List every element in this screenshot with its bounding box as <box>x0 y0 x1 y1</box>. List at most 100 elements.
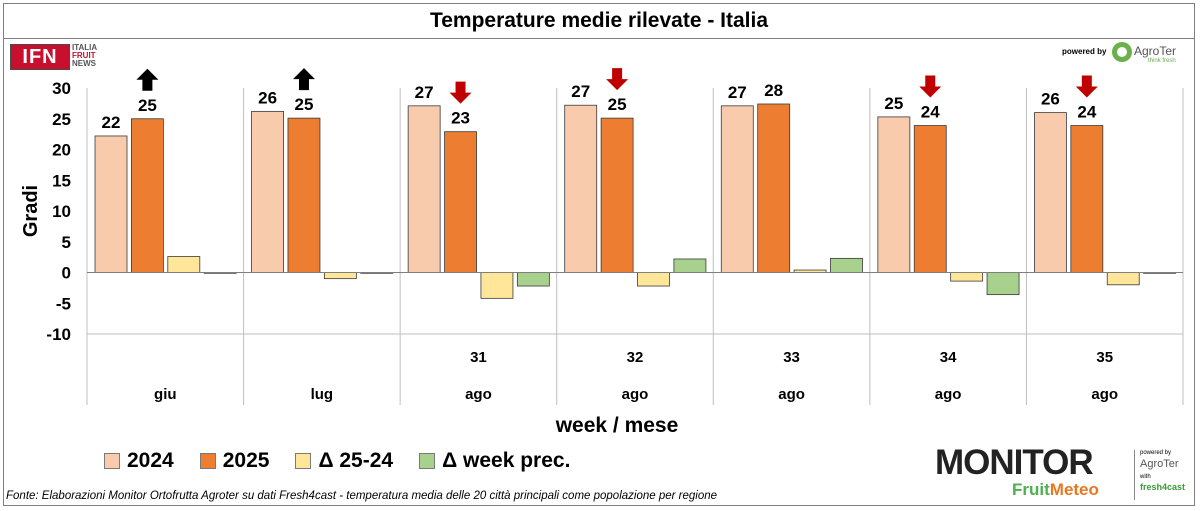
arrow-down-icon <box>606 68 629 91</box>
x-tick-month: ago <box>1091 386 1118 403</box>
bar-2024 <box>251 110 284 273</box>
monitor-wordmark: MONITOR <box>935 443 1094 482</box>
chart-title-box: Temperature medie rilevate - Italia <box>3 3 1195 39</box>
data-label: 24 <box>1077 103 1096 122</box>
x-tick-week: 34 <box>940 349 957 366</box>
ifn-word-1: ITALIA <box>72 43 98 52</box>
legend-label-delta-25-24: Δ 25-24 <box>318 449 394 472</box>
data-label: 25 <box>138 96 157 115</box>
y-tick-label: 0 <box>62 264 71 283</box>
bar--week-prec- <box>516 272 550 287</box>
ifn-logo-words: ITALIA FRUIT NEWS <box>72 44 97 68</box>
bar--25-24 <box>637 272 670 287</box>
data-label: 25 <box>608 95 627 114</box>
x-axis-label: week / mese <box>555 414 679 437</box>
meteo-word: Meteo <box>1049 480 1099 499</box>
ifn-word-2: FRUIT <box>72 51 96 60</box>
legend-swatch-delta-week <box>419 453 436 469</box>
bar-2025 <box>287 117 321 273</box>
y-axis-label: Gradi <box>20 185 42 237</box>
x-tick-week: 35 <box>1096 349 1113 366</box>
arrow-down-icon <box>919 75 942 98</box>
data-label: 25 <box>884 94 903 113</box>
fruit-word: Fruit <box>1012 480 1050 499</box>
monitor-fresh4cast: fresh4cast <box>1140 482 1186 492</box>
bar-2025 <box>600 117 634 273</box>
legend-swatch-2025 <box>199 453 216 469</box>
bar--25-24 <box>480 272 514 299</box>
bar-2025 <box>444 131 477 273</box>
bar-2024 <box>407 105 441 273</box>
legend-swatch-delta-25-24 <box>295 453 312 469</box>
data-label: 22 <box>102 113 121 132</box>
data-label: 27 <box>415 83 434 102</box>
legend-label-2024: 2024 <box>127 449 174 472</box>
y-tick-label: 20 <box>52 141 71 160</box>
bar--25-24 <box>1106 272 1140 286</box>
bar--25-24 <box>950 272 984 282</box>
x-tick-month: ago <box>778 386 805 403</box>
bar-2025 <box>1070 125 1104 273</box>
legend-item-2025: 2025 <box>199 449 270 473</box>
bar--25-24 <box>323 272 357 280</box>
chart-legend: 2024 2025 Δ 25-24 Δ week prec. <box>104 449 596 473</box>
legend-swatch-2024 <box>104 453 120 469</box>
agroter-logo-icon <box>1112 42 1132 62</box>
x-tick-week: 32 <box>627 349 644 366</box>
bar-2024 <box>564 104 598 273</box>
bar-2024 <box>877 116 911 273</box>
y-tick-label: 15 <box>52 171 71 190</box>
bar--25-24 <box>167 256 201 273</box>
monitor-powered-by: powered by <box>1140 450 1172 456</box>
arrow-down-icon <box>1075 75 1098 98</box>
x-tick-week: 31 <box>470 349 487 366</box>
y-tick-label: 5 <box>62 233 71 252</box>
y-tick-label: 10 <box>52 202 71 221</box>
monitor-agroter: AgroTer <box>1140 458 1179 470</box>
bar--week-prec- <box>673 258 707 273</box>
chart-title: Temperature medie rilevate - Italia <box>429 9 769 32</box>
bar-2025 <box>757 103 791 273</box>
data-label: 25 <box>295 95 314 114</box>
legend-item-2024: 2024 <box>104 449 174 473</box>
logo-divider <box>1134 450 1135 500</box>
bar--week-prec- <box>986 272 1020 296</box>
bar-2024 <box>720 105 754 273</box>
bar-2024 <box>94 135 128 273</box>
bar-2025 <box>130 118 164 273</box>
legend-label-2025: 2025 <box>222 449 270 472</box>
fruitmeteo-wordmark: FruitMeteo <box>1012 480 1099 500</box>
x-tick-month: giu <box>154 386 177 403</box>
x-tick-month: ago <box>465 386 492 403</box>
bar-2025 <box>913 125 947 273</box>
legend-label-delta-week: Δ week prec. <box>442 449 571 472</box>
agroter-logo-tagline: think fresh <box>1148 58 1176 64</box>
data-label: 28 <box>764 81 783 100</box>
y-tick-label: 30 <box>52 79 71 98</box>
y-tick-label: -5 <box>56 294 71 313</box>
bar-2024 <box>1034 112 1067 273</box>
x-tick-week: 33 <box>783 349 800 366</box>
x-tick-month: lug <box>311 386 334 403</box>
legend-item-delta-25-24: Δ 25-24 <box>295 449 393 473</box>
arrow-up-icon <box>136 68 159 91</box>
ifn-logo-mark: IFN <box>10 44 70 70</box>
data-label: 26 <box>258 88 277 107</box>
data-label: 23 <box>451 109 470 128</box>
arrow-down-icon <box>449 81 472 104</box>
ifn-word-3: NEWS <box>72 59 96 68</box>
monitor-fruitmeteo-logo: MONITOR FruitMeteo powered by AgroTer wi… <box>935 444 1193 504</box>
bar--week-prec- <box>830 257 863 273</box>
agroter-logo: AgroTer think fresh <box>1112 40 1192 66</box>
data-label: 26 <box>1041 90 1060 109</box>
italia-fruit-news-logo: IFN ITALIA FRUIT NEWS <box>10 44 114 70</box>
data-label: 27 <box>571 82 590 101</box>
data-label: 27 <box>728 83 747 102</box>
x-tick-month: ago <box>935 386 962 403</box>
source-note: Fonte: Elaborazioni Monitor Ortofrutta A… <box>6 490 718 502</box>
arrow-up-icon <box>292 68 315 91</box>
legend-item-delta-week: Δ week prec. <box>419 449 570 473</box>
x-tick-month: ago <box>622 386 649 403</box>
powered-by-label: powered by <box>1062 47 1107 56</box>
